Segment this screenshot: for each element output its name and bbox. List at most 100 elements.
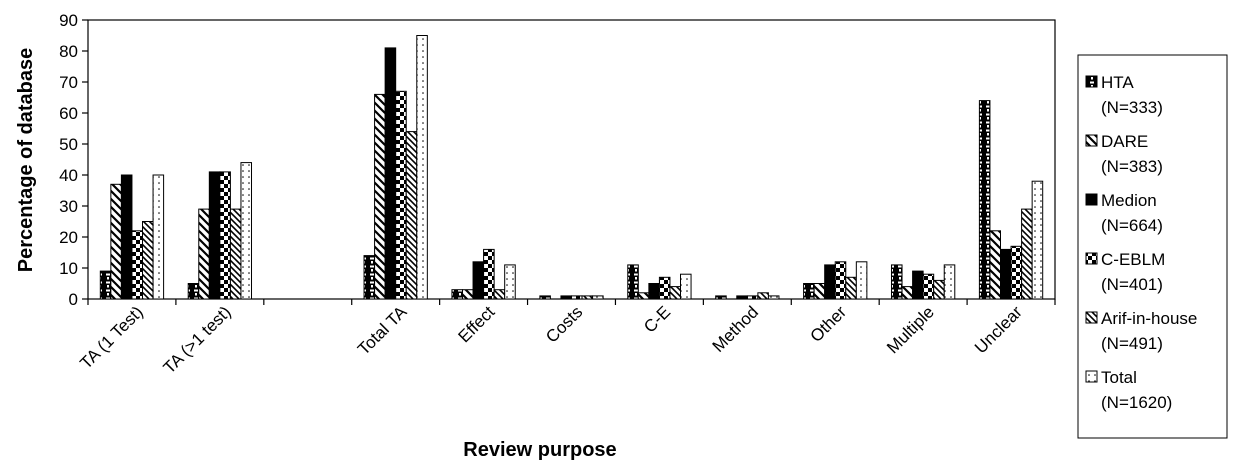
x-axis-title: Review purpose xyxy=(463,439,616,461)
bar xyxy=(571,295,583,300)
bar xyxy=(110,183,122,300)
bar xyxy=(680,273,692,300)
x-category-label: C-E xyxy=(640,302,674,336)
bar xyxy=(627,264,639,300)
legend-frame xyxy=(1077,54,1228,439)
bar xyxy=(922,273,935,300)
bar xyxy=(989,230,1001,300)
bar xyxy=(142,221,154,300)
bar xyxy=(736,295,748,300)
x-category-label: Other xyxy=(807,302,851,346)
legend-item: HTA (N=333) xyxy=(1085,73,1163,117)
x-category-label: Total TA xyxy=(354,302,411,359)
legend-item: C-EBLM (N=401) xyxy=(1085,250,1165,294)
bar xyxy=(416,35,428,300)
legend-series-count: (N=333) xyxy=(1101,98,1163,117)
bar xyxy=(395,90,407,300)
bars xyxy=(99,35,1044,300)
y-tick-label: 0 xyxy=(69,290,78,309)
x-category-label: Unclear xyxy=(971,302,1026,357)
legend-series-name: Arif-in-house xyxy=(1101,309,1197,328)
y-tick-label: 10 xyxy=(59,259,78,278)
legend-swatch xyxy=(1085,134,1098,147)
x-category-label: Costs xyxy=(542,302,586,346)
bar xyxy=(219,171,231,300)
y-tick-label: 90 xyxy=(59,11,78,30)
bar xyxy=(208,171,221,300)
y-tick-label: 80 xyxy=(59,42,78,61)
legend-series-name: DARE xyxy=(1101,132,1148,151)
bar xyxy=(483,248,495,300)
bar xyxy=(493,289,506,300)
legend-series-count: (N=491) xyxy=(1101,334,1163,353)
bar xyxy=(581,295,594,300)
bar xyxy=(374,93,386,300)
bar xyxy=(1010,245,1023,300)
legend-series-count: (N=1620) xyxy=(1101,393,1172,412)
legend-series-count: (N=401) xyxy=(1101,275,1163,294)
bar xyxy=(933,279,945,300)
legend-series-count: (N=664) xyxy=(1101,216,1163,235)
bar xyxy=(472,261,485,300)
bar xyxy=(240,162,253,300)
bar xyxy=(658,276,671,300)
bar xyxy=(890,264,903,300)
y-tick-label: 70 xyxy=(59,73,78,92)
plot-area: 0 10 20 30 40 50 60 70 80 90 TA (1 Test) TA (>1 te… xyxy=(59,11,1056,377)
x-category-label: TA (>1 test) xyxy=(160,302,235,377)
bar xyxy=(1031,180,1044,300)
y-axis-title: Percentage of database xyxy=(15,48,37,273)
bar xyxy=(767,295,780,300)
x-category-label: Multiple xyxy=(883,302,938,357)
bar xyxy=(912,270,924,300)
bar xyxy=(198,208,210,300)
legend-swatch xyxy=(1085,311,1098,324)
bar xyxy=(715,295,727,300)
bar xyxy=(813,283,826,300)
bar xyxy=(637,292,650,300)
bar xyxy=(405,131,418,300)
y-tick-label: 50 xyxy=(59,135,78,154)
bar xyxy=(592,295,604,300)
bar xyxy=(824,264,836,300)
bar xyxy=(648,283,660,300)
legend-swatch xyxy=(1085,370,1098,383)
bar xyxy=(901,286,914,300)
bar xyxy=(560,295,573,300)
bar xyxy=(363,255,376,300)
bar xyxy=(152,174,165,300)
bar xyxy=(539,295,551,300)
y-tick-label: 30 xyxy=(59,197,78,216)
legend-series-name: HTA xyxy=(1101,73,1134,92)
bar xyxy=(999,248,1012,300)
bar xyxy=(834,261,847,300)
y-axis: 0 10 20 30 40 50 60 70 80 90 xyxy=(59,11,88,309)
bar xyxy=(757,292,769,300)
x-category-label: Effect xyxy=(454,302,498,346)
legend-item: Total (N=1620) xyxy=(1085,368,1172,412)
bar xyxy=(384,47,397,300)
bar xyxy=(669,286,682,300)
y-tick-label: 20 xyxy=(59,228,78,247)
legend-swatch xyxy=(1085,193,1098,206)
bar xyxy=(187,283,200,300)
bar xyxy=(461,289,474,300)
legend: HTA (N=333) DARE (N=383) Medion (N=664) C-EBLM… xyxy=(1077,54,1228,439)
x-category-label: TA (1 Test) xyxy=(76,302,146,372)
bar xyxy=(746,295,759,300)
x-category-label: Method xyxy=(709,302,763,356)
bar xyxy=(855,261,868,300)
x-axis: TA (1 Test) TA (>1 test) Total TA Effect Cos… xyxy=(76,299,1056,377)
legend-item: Medion (N=664) xyxy=(1085,191,1163,235)
legend-series-name: Medion xyxy=(1101,191,1157,210)
bar xyxy=(1021,208,1033,300)
legend-swatch xyxy=(1085,75,1098,88)
legend-item: DARE (N=383) xyxy=(1085,132,1163,176)
bar xyxy=(943,264,956,300)
bar xyxy=(120,174,133,300)
y-tick-label: 60 xyxy=(59,104,78,123)
bar xyxy=(99,270,112,300)
legend-series-name: Total xyxy=(1101,368,1137,387)
bar xyxy=(845,276,857,300)
